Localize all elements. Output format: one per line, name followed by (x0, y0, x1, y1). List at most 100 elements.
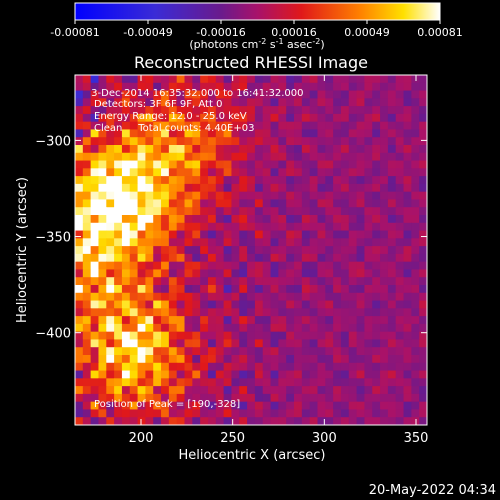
heatmap-pixel (137, 207, 146, 216)
heatmap-pixel (380, 261, 389, 271)
heatmap-pixel (161, 269, 170, 278)
heatmap-pixel (153, 308, 162, 317)
heatmap-pixel (294, 347, 303, 356)
heatmap-pixel (176, 409, 186, 418)
heatmap-pixel (153, 370, 162, 379)
heatmap-pixel (106, 168, 115, 177)
heatmap-pixel (200, 261, 209, 271)
y-axis-label: Heliocentric Y (arcsec) (15, 177, 30, 323)
heatmap-pixel (247, 277, 256, 286)
heatmap-pixel (90, 137, 100, 146)
heatmap-pixel (325, 300, 334, 309)
heatmap-pixel (231, 316, 240, 325)
heatmap-pixel (153, 230, 162, 239)
heatmap-pixel (129, 238, 139, 247)
heatmap-pixel (278, 292, 287, 302)
heatmap-pixel (153, 409, 162, 418)
heatmap-pixel (301, 152, 311, 162)
heatmap-pixel (239, 152, 248, 162)
heatmap-pixel (137, 98, 146, 107)
heatmap-pixel (153, 160, 162, 169)
heatmap-pixel (207, 183, 217, 193)
heatmap-pixel (262, 339, 272, 348)
heatmap-pixel (317, 222, 326, 232)
heatmap-pixel (348, 300, 358, 309)
heatmap-pixel (82, 230, 92, 239)
heatmap-pixel (387, 137, 397, 146)
heatmap-pixel (403, 401, 412, 411)
heatmap-pixel (192, 386, 201, 395)
heatmap-pixel (286, 409, 295, 418)
heatmap-pixel (114, 113, 123, 123)
heatmap-pixel (286, 331, 295, 341)
heatmap-pixel (403, 362, 412, 372)
heatmap-pixel (215, 417, 225, 425)
heatmap-pixel (278, 113, 287, 123)
heatmap-pixel (356, 277, 366, 286)
heatmap-pixel (223, 113, 233, 123)
heatmap-pixel (200, 215, 209, 224)
heatmap-pixel (301, 285, 311, 294)
heatmap-pixel (82, 160, 92, 169)
heatmap-pixel (254, 98, 264, 107)
heatmap-pixel (215, 409, 225, 418)
heatmap-pixel (223, 152, 233, 162)
heatmap-pixel (294, 261, 303, 271)
heatmap-pixel (301, 75, 311, 84)
heatmap-pixel (317, 308, 326, 317)
heatmap-pixel (340, 113, 350, 123)
heatmap-pixel (356, 308, 366, 317)
heatmap-pixel (114, 222, 123, 232)
heatmap-pixel (207, 285, 217, 294)
heatmap-pixel (270, 98, 279, 107)
heatmap-pixel (356, 238, 366, 247)
heatmap-pixel (262, 401, 272, 411)
heatmap-pixel (207, 409, 217, 418)
heatmap-pixel (340, 191, 350, 201)
heatmap-pixel (278, 261, 287, 271)
heatmap-pixel (106, 152, 115, 162)
heatmap-pixel (333, 300, 342, 309)
heatmap-pixel (231, 145, 240, 154)
heatmap-pixel (200, 323, 209, 333)
heatmap-pixel (247, 339, 256, 348)
heatmap-pixel (403, 168, 412, 177)
heatmap-pixel (380, 370, 389, 379)
heatmap-pixel (309, 215, 319, 224)
heatmap-pixel (372, 355, 381, 364)
heatmap-pixel (387, 222, 397, 232)
heatmap-pixel (168, 277, 178, 286)
heatmap-pixel (364, 269, 373, 278)
heatmap-pixel (247, 98, 256, 107)
heatmap-pixel (262, 362, 272, 372)
heatmap-pixel (309, 75, 319, 84)
heatmap-pixel (395, 191, 405, 201)
heatmap-pixel (411, 331, 420, 341)
heatmap-pixel (184, 261, 193, 271)
heatmap-pixel (200, 113, 209, 123)
heatmap-pixel (137, 222, 146, 232)
heatmap-pixel (200, 246, 209, 255)
heatmap-pixel (356, 362, 366, 372)
heatmap-pixel (247, 129, 256, 138)
heatmap-pixel (82, 269, 92, 278)
heatmap-pixel (340, 145, 350, 154)
heatmap-pixel (317, 347, 326, 356)
heatmap-pixel (82, 137, 92, 146)
heatmap-pixel (286, 90, 295, 99)
heatmap-pixel (192, 370, 201, 379)
heatmap-pixel (161, 191, 170, 201)
heatmap-pixel (333, 199, 342, 208)
heatmap-pixel (239, 393, 248, 403)
heatmap-pixel (395, 176, 405, 185)
heatmap-pixel (106, 269, 115, 278)
heatmap-pixel (317, 82, 326, 92)
heatmap-pixel (340, 393, 350, 403)
heatmap-pixel (114, 207, 123, 216)
heatmap-pixel (145, 292, 154, 302)
heatmap-pixel (317, 331, 326, 341)
heatmap-pixel (121, 145, 131, 154)
heatmap-pixel (286, 362, 295, 372)
heatmap-pixel (411, 316, 420, 325)
heatmap-pixel (333, 106, 342, 115)
